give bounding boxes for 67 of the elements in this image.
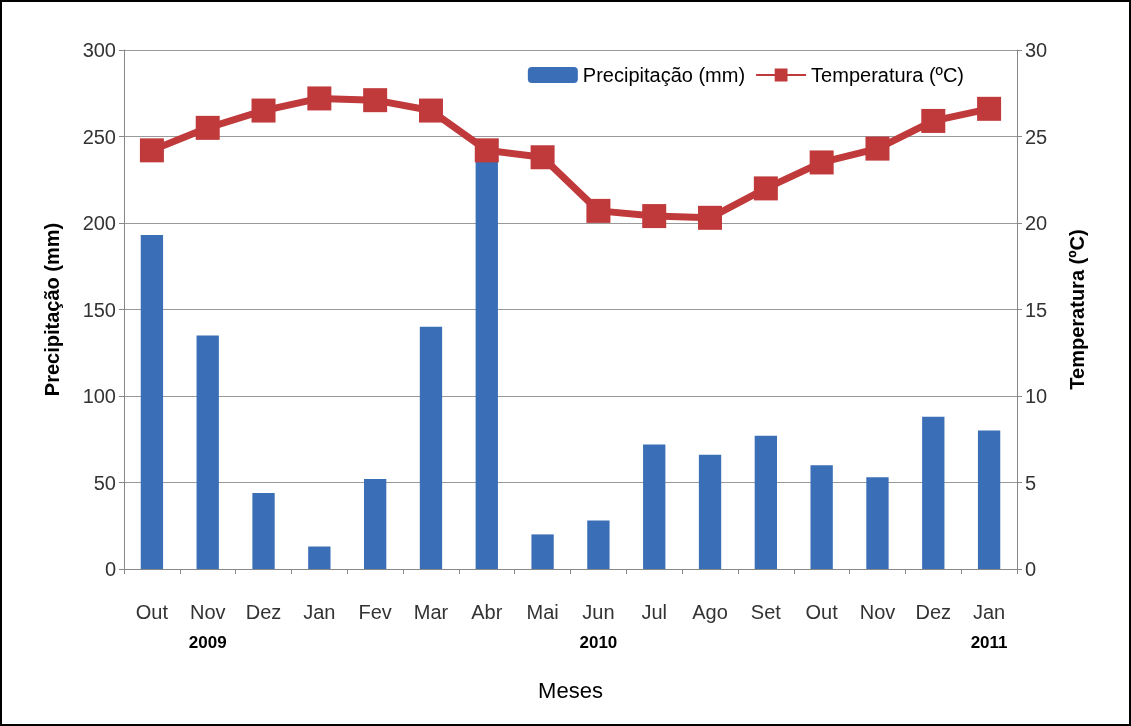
point — [307, 86, 332, 111]
y2-tick-label: 30 — [1025, 39, 1048, 61]
point — [195, 115, 220, 140]
bar — [866, 477, 889, 569]
point — [753, 176, 778, 201]
bar — [419, 326, 443, 569]
x-tick-label: Jul — [641, 601, 668, 623]
point — [418, 98, 443, 123]
x-tick-label: Jan — [303, 601, 336, 623]
y-tick-label: 250 — [82, 125, 116, 148]
bar — [587, 520, 610, 569]
point — [474, 138, 499, 163]
x-tick-label: Nov 2009 — [188, 601, 227, 652]
x-tick-label: Mar — [413, 601, 449, 623]
x-tick-label: Fev — [358, 601, 392, 623]
x-tick-label: Ago — [692, 601, 728, 623]
point — [921, 108, 946, 133]
x-tick-label: Out — [805, 601, 839, 623]
y2-tick-label: 10 — [1025, 385, 1048, 407]
x-tick-label: Out — [135, 601, 169, 623]
x-tick-label: Set — [750, 601, 782, 623]
y2-tick-label: 5 — [1025, 471, 1037, 494]
x-tick-label: Abr — [471, 601, 503, 623]
bar — [698, 454, 722, 569]
y2-tick-label: 15 — [1025, 298, 1048, 321]
point — [865, 136, 890, 161]
x-tick-label: Mai — [526, 601, 559, 623]
y2-tick-label: 0 — [1025, 558, 1037, 580]
bar — [643, 444, 666, 569]
bar — [308, 546, 331, 569]
point — [977, 96, 1002, 121]
x-tick-label: Jan 2011 — [970, 601, 1008, 652]
bar — [810, 465, 833, 569]
y2-tick-label: 20 — [1025, 212, 1048, 234]
x-tick-label: Jun 2010 — [579, 601, 618, 652]
x-tick-label: Nov — [859, 601, 896, 623]
bar — [977, 430, 1001, 569]
bar — [531, 534, 554, 569]
point — [251, 98, 276, 123]
bar — [475, 160, 498, 569]
point — [809, 150, 834, 175]
y2-axis-title: Temperatura (ºC) — [1066, 229, 1088, 390]
bar — [363, 479, 387, 569]
x-tick-label: Dez — [915, 601, 952, 623]
bar — [922, 416, 945, 569]
bar — [252, 492, 275, 569]
point — [698, 205, 723, 230]
bar — [196, 335, 219, 569]
y-tick-label: 200 — [82, 212, 116, 234]
y2-tick-label: 25 — [1025, 125, 1048, 148]
point — [642, 204, 667, 229]
x-axis-title: Meses — [538, 677, 603, 703]
point — [530, 145, 555, 170]
bar — [754, 435, 778, 569]
y-tick-label: 150 — [82, 298, 116, 321]
point — [586, 198, 611, 223]
y-axis-title: Precipitação (mm) — [41, 222, 63, 397]
legend-label: Precipitação (mm) — [582, 64, 746, 86]
legend-label: Temperatura (ºC) — [811, 64, 965, 86]
y-tick-label: 50 — [93, 471, 116, 494]
bar — [140, 235, 164, 569]
y-tick-label: 300 — [82, 39, 116, 61]
y-tick-label: 0 — [104, 558, 116, 580]
y-tick-label: 100 — [82, 385, 116, 407]
point — [139, 138, 164, 163]
point — [363, 88, 388, 113]
x-tick-label: Dez — [245, 601, 282, 623]
